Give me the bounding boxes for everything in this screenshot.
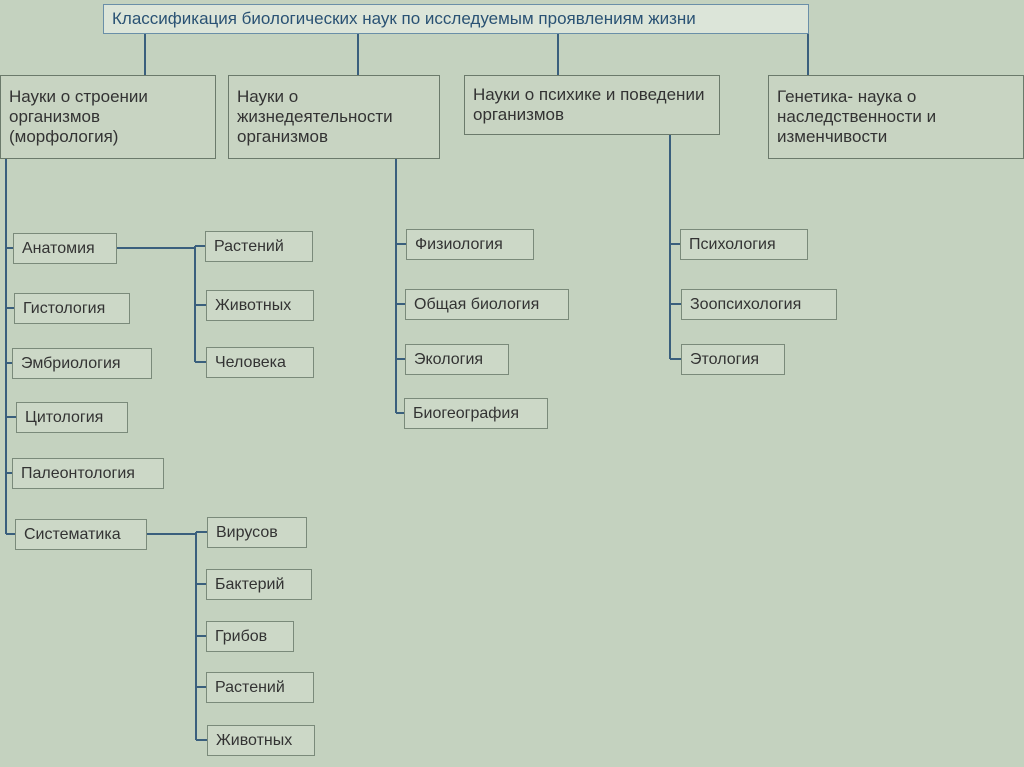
leaf-node: Животных	[206, 290, 314, 321]
leaf-node: Психология	[680, 229, 808, 260]
leaf-node: Палеонтология	[12, 458, 164, 489]
leaf-node: Грибов	[206, 621, 294, 652]
branch-node: Науки о психике и поведении организмов	[464, 75, 720, 135]
leaf-node: Растений	[206, 672, 314, 703]
leaf-node: Анатомия	[13, 233, 117, 264]
leaf-node: Животных	[207, 725, 315, 756]
leaf-node: Эмбриология	[12, 348, 152, 379]
leaf-node: Систематика	[15, 519, 147, 550]
leaf-node: Физиология	[406, 229, 534, 260]
leaf-node: Зоопсихология	[681, 289, 837, 320]
leaf-node: Цитология	[16, 402, 128, 433]
branch-node: Науки о строении организмов (морфология)	[0, 75, 216, 159]
leaf-node: Экология	[405, 344, 509, 375]
leaf-node: Человека	[206, 347, 314, 378]
leaf-node: Растений	[205, 231, 313, 262]
leaf-node: Бактерий	[206, 569, 312, 600]
leaf-node: Этология	[681, 344, 785, 375]
leaf-node: Гистология	[14, 293, 130, 324]
branch-node: Генетика- наука о наследственности и изм…	[768, 75, 1024, 159]
diagram-title: Классификация биологических наук по иссл…	[103, 4, 809, 34]
branch-node: Науки о жизнедеятельности организмов	[228, 75, 440, 159]
leaf-node: Общая биология	[405, 289, 569, 320]
leaf-node: Биогеография	[404, 398, 548, 429]
leaf-node: Вирусов	[207, 517, 307, 548]
